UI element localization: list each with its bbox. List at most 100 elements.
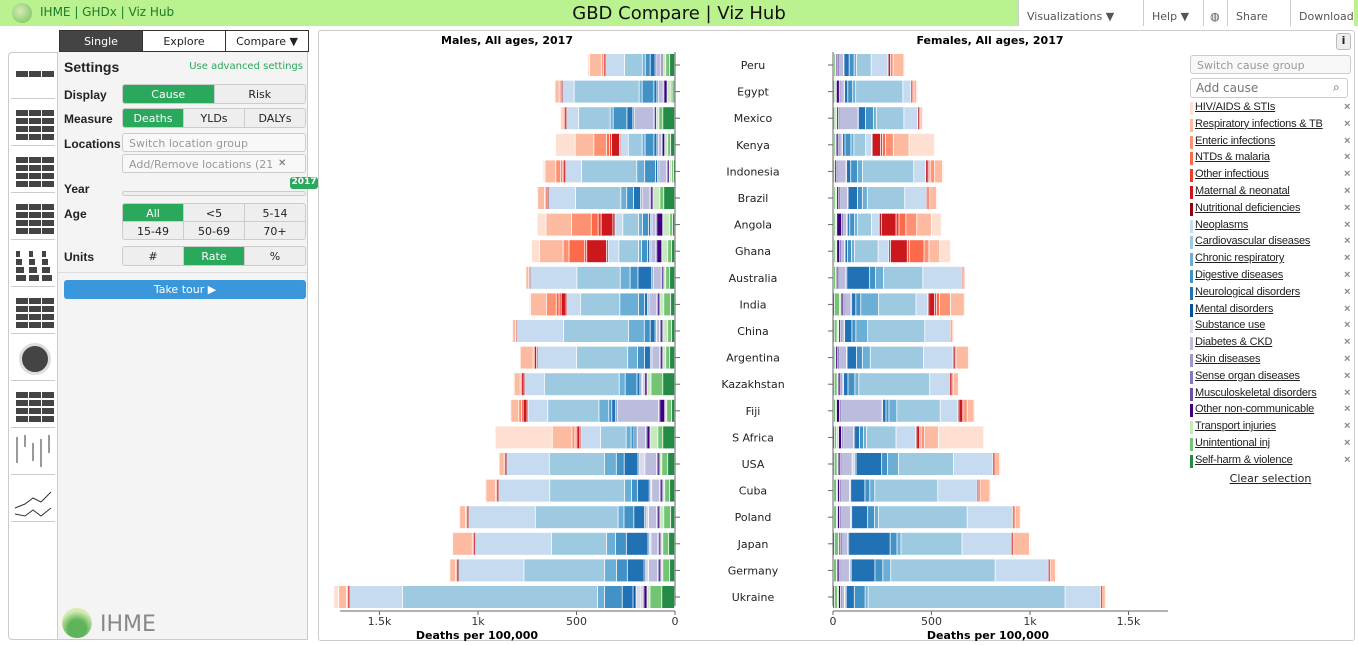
share-button[interactable]: Share xyxy=(1227,0,1290,26)
bar-segment[interactable] xyxy=(852,506,868,529)
bar-segment[interactable] xyxy=(661,320,663,342)
bar-segment[interactable] xyxy=(663,532,669,555)
bar-segment[interactable] xyxy=(880,133,883,156)
bar-segment[interactable] xyxy=(633,586,636,608)
bar-segment[interactable] xyxy=(834,107,836,130)
bar-segment[interactable] xyxy=(882,133,885,156)
bar-segment[interactable] xyxy=(851,160,858,183)
bar-segment[interactable] xyxy=(556,160,561,183)
bar-segment[interactable] xyxy=(531,240,540,263)
bar-segment[interactable] xyxy=(646,506,649,529)
remove-cause-icon[interactable]: × xyxy=(1344,151,1351,164)
bar-segment[interactable] xyxy=(959,399,963,422)
globe-icon[interactable]: ◍ xyxy=(1203,0,1227,26)
bar-segment[interactable] xyxy=(522,373,524,396)
bar-segment[interactable] xyxy=(843,426,854,449)
bar-segment[interactable] xyxy=(845,133,851,156)
bar-segment[interactable] xyxy=(841,479,850,502)
legend-item[interactable]: Skin diseases × xyxy=(1190,353,1355,368)
bar-segment[interactable] xyxy=(883,266,923,289)
bar-segment[interactable] xyxy=(662,133,665,156)
display-cause[interactable]: Cause xyxy=(123,85,214,103)
bar-segment[interactable] xyxy=(917,426,920,449)
bar-segment[interactable] xyxy=(670,479,675,502)
bar-segment[interactable] xyxy=(833,133,835,156)
bar-segment[interactable] xyxy=(618,506,624,529)
bar-segment[interactable] xyxy=(914,80,917,103)
range-plot-icon[interactable] xyxy=(11,431,55,475)
age-under5[interactable]: <5 xyxy=(183,204,244,222)
bar-segment[interactable] xyxy=(667,399,672,422)
bar-segment[interactable] xyxy=(963,266,965,289)
remove-cause-icon[interactable]: × xyxy=(1344,403,1351,416)
bar-segment[interactable] xyxy=(556,293,559,316)
bar-segment[interactable] xyxy=(624,506,634,529)
bar-segment[interactable] xyxy=(663,54,666,76)
bar-segment[interactable] xyxy=(498,479,550,502)
legend-label[interactable]: Nutritional deficiencies xyxy=(1195,201,1301,214)
bar-segment[interactable] xyxy=(896,426,916,449)
bar-segment[interactable] xyxy=(550,479,625,502)
bar-segment[interactable] xyxy=(622,586,633,608)
bar-segment[interactable] xyxy=(834,293,840,316)
bar-segment[interactable] xyxy=(904,107,918,130)
bar-segment[interactable] xyxy=(548,399,599,422)
bar-segment[interactable] xyxy=(841,240,845,263)
help-menu[interactable]: Help ▼ xyxy=(1143,0,1203,26)
bar-segment[interactable] xyxy=(339,586,347,608)
bar-segment[interactable] xyxy=(836,426,839,449)
bar-segment[interactable] xyxy=(656,54,661,76)
bar-segment[interactable] xyxy=(642,213,648,236)
legend-label[interactable]: Substance use xyxy=(1195,319,1266,332)
legend-item[interactable]: Other non-communicable × xyxy=(1190,403,1355,418)
bar-segment[interactable] xyxy=(889,240,891,263)
bar-segment[interactable] xyxy=(916,293,928,316)
bar-segment[interactable] xyxy=(658,426,663,449)
bar-segment[interactable] xyxy=(626,426,631,449)
bar-segment[interactable] xyxy=(549,453,605,475)
bar-segment[interactable] xyxy=(628,346,638,369)
bar-segment[interactable] xyxy=(402,586,598,608)
bar-segment[interactable] xyxy=(486,479,496,502)
bar-segment[interactable] xyxy=(495,426,552,449)
bar-segment[interactable] xyxy=(881,213,896,236)
bar-segment[interactable] xyxy=(843,213,847,236)
bar-segment[interactable] xyxy=(637,479,649,502)
bar-segment[interactable] xyxy=(841,453,852,475)
sunburst-icon[interactable] xyxy=(11,337,55,381)
bar-segment[interactable] xyxy=(847,346,857,369)
bar-segment[interactable] xyxy=(582,160,637,183)
bar-segment[interactable] xyxy=(555,80,559,103)
bar-segment[interactable] xyxy=(572,426,575,449)
bar-segment[interactable] xyxy=(575,187,621,209)
bar-segment[interactable] xyxy=(511,399,519,422)
bar-segment[interactable] xyxy=(626,532,648,555)
bar-segment[interactable] xyxy=(980,479,990,502)
bar-segment[interactable] xyxy=(673,213,675,236)
bar-segment[interactable] xyxy=(909,240,924,263)
bar-segment[interactable] xyxy=(563,160,565,183)
bar-segment[interactable] xyxy=(929,240,940,263)
bar-segment[interactable] xyxy=(661,532,663,555)
bar-segment[interactable] xyxy=(659,559,661,582)
bar-segment[interactable] xyxy=(648,213,650,236)
bar-segment[interactable] xyxy=(579,107,610,130)
bar-segment[interactable] xyxy=(837,479,840,502)
treemap-icon[interactable] xyxy=(11,102,55,146)
bar-segment[interactable] xyxy=(836,54,838,76)
bar-segment[interactable] xyxy=(620,293,639,316)
bar-segment[interactable] xyxy=(953,453,993,475)
legend-label[interactable]: Diabetes & CKD xyxy=(1195,336,1273,349)
bar-segment[interactable] xyxy=(851,240,855,263)
bar-segment[interactable] xyxy=(613,107,627,130)
bar-segment[interactable] xyxy=(665,479,670,502)
bar-segment[interactable] xyxy=(907,240,909,263)
bar-segment[interactable] xyxy=(839,346,847,369)
bar-segment[interactable] xyxy=(520,346,533,369)
bar-segment[interactable] xyxy=(938,479,977,502)
bar-segment[interactable] xyxy=(604,453,616,475)
bar-segment[interactable] xyxy=(628,133,642,156)
bar-segment[interactable] xyxy=(931,160,935,183)
legend-item[interactable]: Nutritional deficiencies × xyxy=(1190,202,1355,217)
bar-segment[interactable] xyxy=(833,506,837,529)
